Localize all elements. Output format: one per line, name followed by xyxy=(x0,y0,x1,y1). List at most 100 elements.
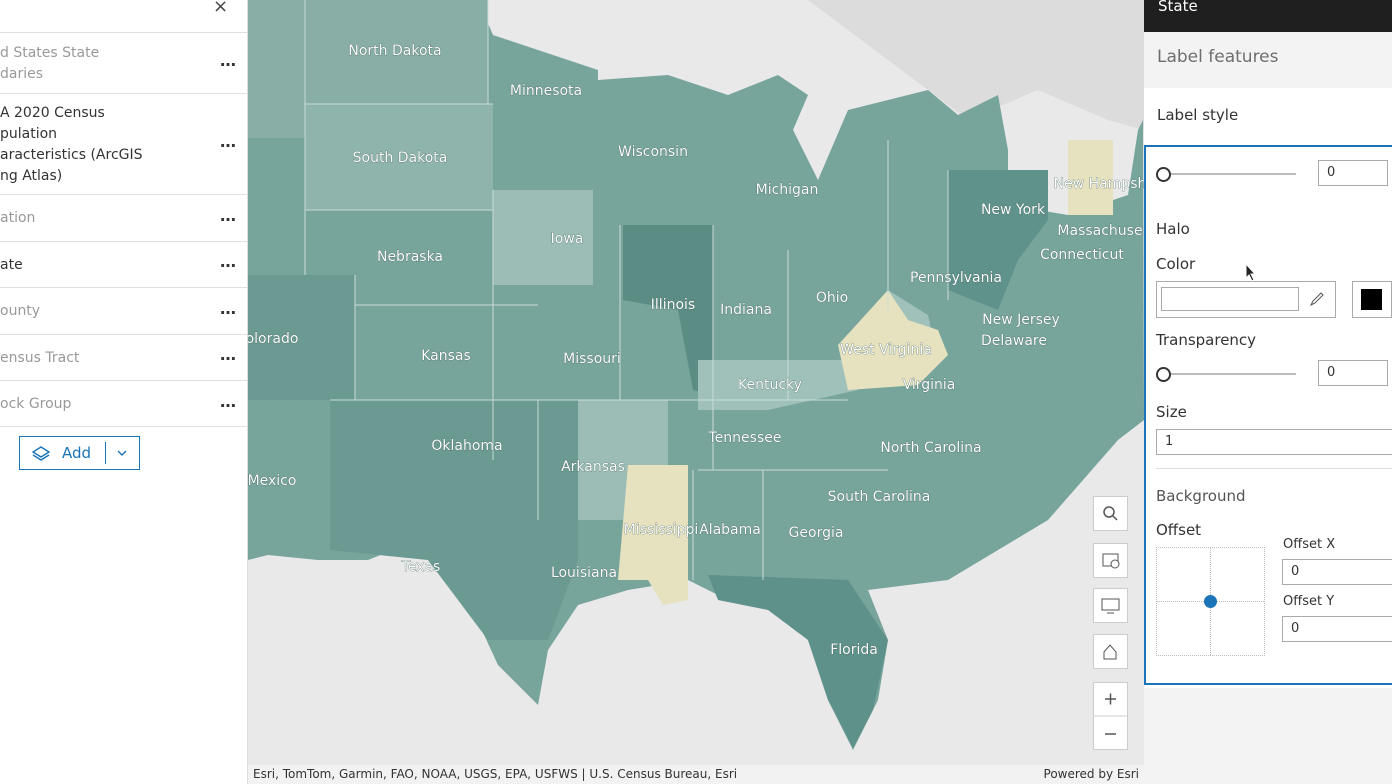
add-label: Add xyxy=(62,444,92,462)
color-label: Color xyxy=(1156,255,1196,273)
state-label: Louisiana xyxy=(551,565,617,581)
state-label: Alabama xyxy=(699,522,761,538)
zoom-in[interactable] xyxy=(1105,693,1116,705)
options-button[interactable]: … xyxy=(220,391,237,411)
state-label: Ohio xyxy=(816,290,848,306)
layer-title: ock Group xyxy=(0,396,72,412)
section-title[interactable]: Label features xyxy=(1157,47,1279,67)
state-shape xyxy=(623,225,713,395)
state-label: Delaware xyxy=(981,333,1047,349)
state-label: Nebraska xyxy=(377,249,443,265)
offset-x-input[interactable]: 0 xyxy=(1282,559,1392,585)
fullscreen-button[interactable] xyxy=(1093,588,1128,623)
state-shape xyxy=(493,190,668,520)
search-icon xyxy=(1103,506,1118,521)
options-button[interactable]: … xyxy=(220,298,237,318)
state-shape xyxy=(305,104,493,210)
state-label: Arkansas xyxy=(561,459,625,475)
layer-item[interactable]: ock Group … xyxy=(0,380,247,427)
basemap-icon xyxy=(1102,553,1120,569)
transparency-input[interactable]: 0 xyxy=(1318,360,1388,386)
layer-title: ng Atlas) xyxy=(0,167,63,184)
slider-thumb[interactable] xyxy=(1156,367,1171,382)
options-button[interactable]: … xyxy=(220,252,237,271)
options-button[interactable]: … xyxy=(220,345,237,364)
search-button[interactable] xyxy=(1093,496,1128,531)
map: North Dakota Minnesota South Dakota Wiscons… xyxy=(248,0,1144,784)
layer-item[interactable]: A 2020 Census pulation aracteristics (ArcG… xyxy=(0,93,247,194)
add-button[interactable]: Add xyxy=(19,436,140,470)
state-label: Connecticut xyxy=(1040,247,1124,263)
layer-title: ate xyxy=(0,256,23,273)
separator xyxy=(1156,468,1392,469)
state-label: Wisconsin xyxy=(618,144,688,160)
layer-title: pulation xyxy=(0,125,58,142)
divider xyxy=(105,442,106,464)
monitor-icon xyxy=(1101,598,1120,614)
state-label: Kansas xyxy=(421,348,471,364)
state-label: North Carolina xyxy=(880,440,981,456)
state-shape xyxy=(618,465,688,605)
zoom-controls xyxy=(1093,682,1128,750)
layer-title: d States State xyxy=(0,44,100,61)
layers-panel: × d States State daries … A 2020 Census pula… xyxy=(0,0,248,784)
slider-track[interactable] xyxy=(1164,173,1296,175)
background-label: Background xyxy=(1156,487,1246,505)
layer-item[interactable]: ounty … xyxy=(0,287,247,334)
layer-title: ensus Tract xyxy=(0,349,80,366)
home-icon xyxy=(1103,644,1117,660)
slider-track[interactable] xyxy=(1164,373,1296,375)
state-label: Virginia xyxy=(903,377,956,393)
layer-title: A 2020 Census xyxy=(0,104,105,121)
state-shape xyxy=(948,170,1048,310)
transparency-label: Transparency xyxy=(1156,331,1257,349)
attribution: Esri, TomTom, Garmin, FAO, NOAA, USGS, E… xyxy=(253,767,737,781)
state-label: Florida xyxy=(830,642,878,658)
color-button[interactable] xyxy=(1352,281,1392,318)
options-button[interactable]: … xyxy=(220,50,237,70)
black-swatch xyxy=(1361,289,1382,310)
offset-grid[interactable] xyxy=(1156,547,1265,656)
powered-by[interactable]: Powered by Esri xyxy=(1044,767,1139,781)
zoom-icons xyxy=(1094,693,1127,735)
state-label: Minnesota xyxy=(510,83,582,99)
close-button[interactable]: × xyxy=(213,0,229,17)
layer-item[interactable]: ensus Tract … xyxy=(0,334,247,380)
state-label: Missouri xyxy=(563,351,621,367)
layer-item[interactable]: d States State daries… xyxy=(0,32,247,93)
size-input[interactable]: 1 xyxy=(1156,429,1392,455)
layer-item[interactable]: ate … xyxy=(0,241,247,287)
halo-label: Halo xyxy=(1156,220,1190,238)
state-label: Tennessee xyxy=(708,430,782,446)
size-label: Size xyxy=(1156,403,1187,421)
state-label: New York xyxy=(981,202,1046,218)
transparency-input[interactable]: 0 xyxy=(1318,160,1388,186)
basemap-button[interactable] xyxy=(1093,543,1128,578)
layer-title: ation xyxy=(0,210,36,226)
home-button[interactable] xyxy=(1093,634,1128,669)
color-swatch xyxy=(1161,287,1299,311)
style-box: 0 Halo Color Transparency 0 Size 1 Backg… xyxy=(1144,145,1392,685)
layer-title: aracteristics (ArcGIS xyxy=(0,146,143,163)
cursor xyxy=(1245,263,1257,282)
state-label: Georgia xyxy=(789,525,844,541)
state-shape xyxy=(708,575,888,748)
offset-handle[interactable] xyxy=(1204,595,1217,608)
state-label: Iowa xyxy=(551,231,584,247)
options-button[interactable]: … xyxy=(220,205,237,225)
color-picker[interactable] xyxy=(1156,281,1336,318)
chevron-icon[interactable] xyxy=(115,447,129,459)
options-button[interactable]: … xyxy=(220,131,237,151)
state-label: Oklahoma xyxy=(431,438,502,454)
state-label: Mississippi xyxy=(624,522,699,538)
slider-thumb[interactable] xyxy=(1156,167,1171,182)
layer-title: ounty xyxy=(0,303,41,319)
state-labels: North Dakota Minnesota South Dakota Wiscons… xyxy=(248,43,1144,659)
state-shape xyxy=(838,290,948,390)
offset-x-label: Offset X xyxy=(1283,537,1336,552)
offset-y-input[interactable]: 0 xyxy=(1282,616,1392,642)
state-label: Michigan xyxy=(756,182,819,198)
layer-item[interactable]: ation … xyxy=(0,194,247,241)
card-title: Label style xyxy=(1157,106,1239,124)
